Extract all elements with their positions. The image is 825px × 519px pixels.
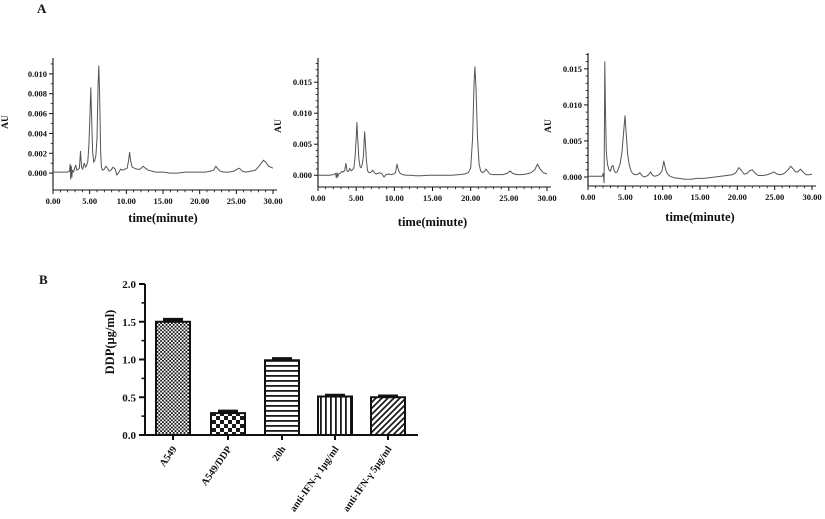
chromatogram-2-panel: 0.000 0.005 0.010 0.015 0.00 5.00 10.00 15.00 20… <box>274 58 557 229</box>
y-tick-label: 0.000 <box>293 170 312 180</box>
y-tick-label: 0.010 <box>293 108 312 118</box>
x-tick-label: 20.00 <box>728 192 747 202</box>
y-tick-label: 0.006 <box>28 109 47 119</box>
y-tick-label: 0.005 <box>563 136 582 146</box>
panel-b-label: B <box>39 272 48 287</box>
x-category-label: 20h <box>271 444 289 463</box>
y-tick-label: 0.008 <box>28 89 47 99</box>
x-tick-label: 0.00 <box>311 193 326 203</box>
x-tick-label: 15.00 <box>153 196 172 206</box>
x-tick-label: 5.00 <box>349 193 364 203</box>
bar-1 <box>155 320 191 436</box>
x-tick-label: 20.00 <box>190 196 209 206</box>
chromatogram-3-trace <box>588 61 813 184</box>
x-category-label: anti-IFN-γ 1μg/ml <box>288 444 341 514</box>
y-tick-label: 0.015 <box>293 77 312 87</box>
x-tick-label: 5.00 <box>618 192 633 202</box>
x-tick-label: 25.00 <box>765 192 784 202</box>
x-tick-label: 25.00 <box>499 193 518 203</box>
y-tick-label: 0.000 <box>28 168 47 178</box>
x-tick-label: 15.00 <box>690 192 709 202</box>
x-axis-title: time(minute) <box>665 210 734 224</box>
y-tick-label: 0.002 <box>28 148 47 158</box>
x-category-label: anti-IFN-γ 5μg/ml <box>341 444 394 514</box>
bar-5 <box>370 396 406 436</box>
x-tick-label: 0.00 <box>46 196 61 206</box>
x-tick-label: 30.00 <box>802 192 821 202</box>
x-tick-label: 5.00 <box>82 196 97 206</box>
x-axis-title: time(minute) <box>398 215 467 229</box>
x-tick-label: 0.00 <box>581 192 596 202</box>
y-tick-label: 0.004 <box>28 128 48 138</box>
chromatogram-3-panel: 0.000 0.005 0.010 0.015 0.00 5.00 10.00 15.00 20… <box>544 53 822 224</box>
panel-a-label: A <box>37 1 47 16</box>
y-axis-title: AU <box>274 119 284 133</box>
x-tick-label: 10.00 <box>385 193 404 203</box>
y-tick-label: 0.015 <box>563 64 582 74</box>
x-tick-label: 10.00 <box>117 196 136 206</box>
x-tick-label: 30.00 <box>537 193 556 203</box>
x-tick-label: 20.00 <box>461 193 480 203</box>
y-axis-title: DDP(μg/ml) <box>103 310 117 375</box>
y-tick-label: 1.5 <box>122 317 136 329</box>
chromatogram-1-trace <box>53 65 274 180</box>
y-axis-title: AU <box>1 115 11 129</box>
y-tick-label: 0.010 <box>28 69 47 79</box>
bar-2 <box>210 412 246 437</box>
x-category-label: A549 <box>158 444 180 469</box>
bar-4 <box>317 395 353 436</box>
chromatogram-1-panel: 0.000 0.002 0.004 0.006 0.008 0.010 0.00 5.00 10… <box>1 58 283 225</box>
y-tick-label: 0.010 <box>563 100 582 110</box>
x-tick-label: 25.00 <box>227 196 246 206</box>
bar-3 <box>264 359 300 437</box>
chromatogram-2-trace <box>318 66 548 179</box>
x-tick-label: 15.00 <box>423 193 442 203</box>
y-axis-title: AU <box>544 119 554 133</box>
x-tick-label: 10.00 <box>653 192 672 202</box>
y-tick-label: 0.0 <box>122 430 136 442</box>
x-category-label: A549/DDP <box>199 444 234 488</box>
x-tick-label: 30.00 <box>263 196 282 206</box>
y-tick-label: 0.005 <box>293 139 312 149</box>
y-tick-label: 1.0 <box>122 355 136 367</box>
y-tick-label: 2.0 <box>122 279 136 291</box>
y-tick-label: 0.000 <box>563 172 582 182</box>
x-axis-title: time(minute) <box>128 211 197 225</box>
y-tick-label: 0.5 <box>122 392 136 404</box>
